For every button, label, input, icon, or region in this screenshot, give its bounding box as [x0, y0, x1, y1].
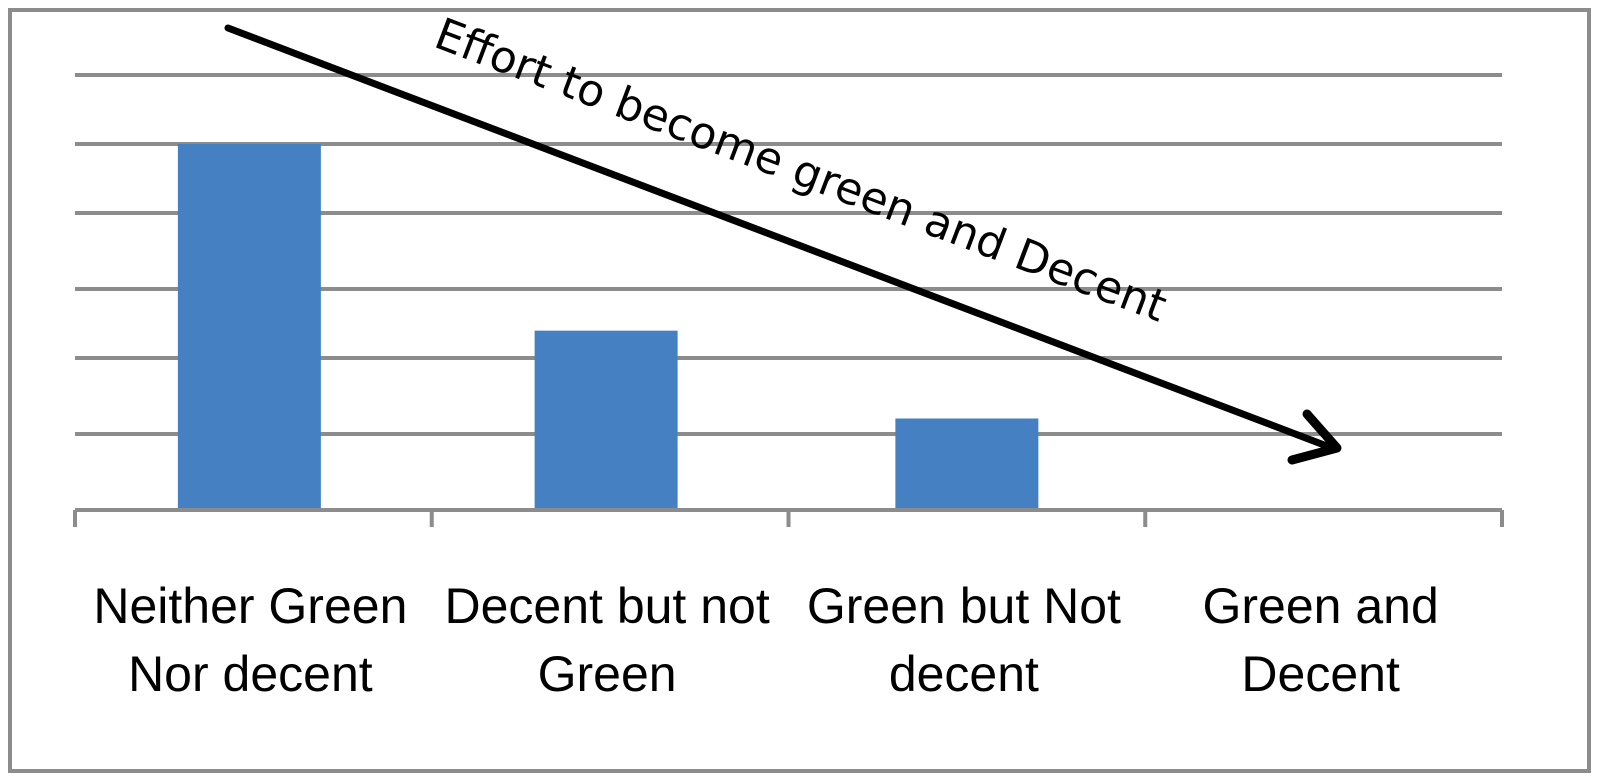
- category-label-4: Green and Decent: [1202, 578, 1438, 702]
- bar-1: [177, 144, 321, 510]
- bar-3: [895, 418, 1039, 510]
- category-label-line: Decent: [1241, 646, 1400, 702]
- bars: [177, 144, 1039, 510]
- category-label-1: Neither Green Nor decent: [93, 578, 407, 702]
- category-label-line: decent: [889, 646, 1039, 702]
- category-label-line: Nor decent: [128, 646, 373, 702]
- category-label-line: Green: [538, 646, 677, 702]
- category-label-line: Decent but not: [445, 578, 770, 634]
- category-label-3: Green but Not decent: [807, 578, 1121, 702]
- x-axis: [73, 508, 1504, 527]
- category-label-2: Decent but not Green: [445, 578, 770, 702]
- category-labels: Neither Green Nor decent Decent but not Gre…: [93, 578, 1438, 702]
- category-label-line: Green but Not: [807, 578, 1121, 634]
- effort-arrow-head-icon: [1287, 409, 1342, 465]
- bar-2: [534, 330, 678, 510]
- category-label-line: Green and: [1202, 578, 1438, 634]
- effort-arrow-line: [224, 24, 1336, 452]
- category-label-line: Neither Green: [93, 578, 407, 634]
